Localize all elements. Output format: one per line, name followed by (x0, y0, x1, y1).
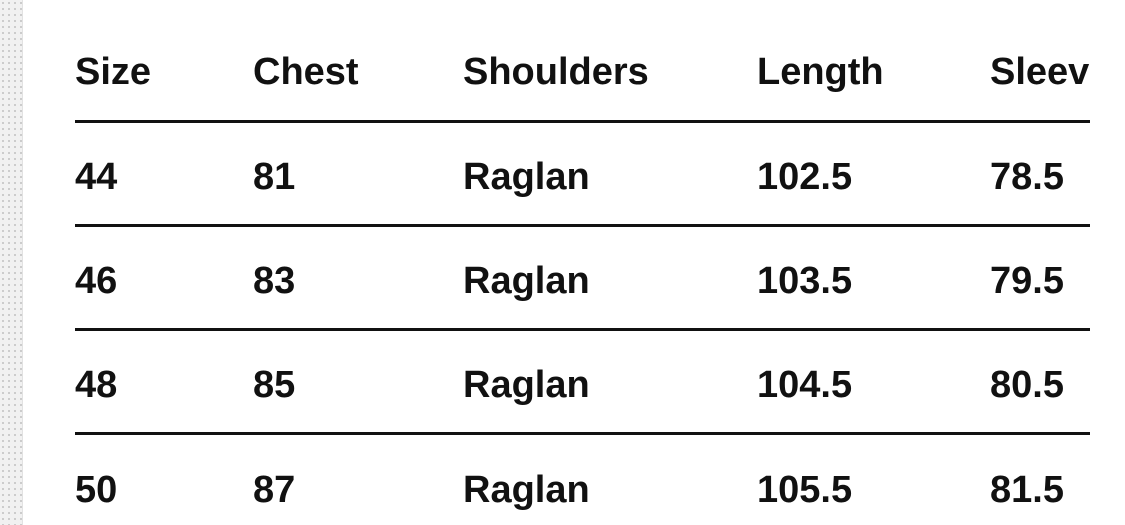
table-cell: 102.5 (757, 156, 853, 198)
row-divider (75, 224, 1090, 227)
table-cell: 80.5 (990, 364, 1064, 406)
table-cell: 83 (253, 260, 296, 302)
table-cell: 87 (253, 469, 296, 511)
table-cell: 48 (75, 364, 118, 406)
table-cell: 44 (75, 156, 118, 198)
row-divider (75, 120, 1090, 123)
table-cell: 103.5 (757, 260, 853, 302)
table-cell: 78.5 (990, 156, 1064, 198)
table-cell: Raglan (463, 364, 590, 406)
table-cell: Raglan (463, 260, 590, 302)
size-table: Size Chest Shoulders Length Sleev 44 81 Raglan 1… (23, 0, 1123, 525)
header-cell: Shoulders (463, 51, 649, 93)
table-cell: 79.5 (990, 260, 1064, 302)
table-cell: 105.5 (757, 469, 853, 511)
table-cell: 46 (75, 260, 118, 302)
table-cell: Raglan (463, 469, 590, 511)
header-cell: Sleev (990, 51, 1090, 93)
row-divider (75, 328, 1090, 331)
table-cell: 50 (75, 469, 118, 511)
header-cell: Size (75, 51, 152, 93)
table-viewport: Size Chest Shoulders Length Sleev 44 81 Raglan 1… (23, 0, 1090, 525)
row-divider (75, 432, 1090, 435)
table-cell: Raglan (463, 156, 590, 198)
header-cell: Length (757, 51, 884, 93)
side-strip (0, 0, 23, 525)
table-cell: 85 (253, 364, 296, 406)
table-cell: 81.5 (990, 469, 1064, 511)
table-cell: 104.5 (757, 364, 853, 406)
header-cell: Chest (253, 51, 359, 93)
table-cell: 81 (253, 156, 296, 198)
